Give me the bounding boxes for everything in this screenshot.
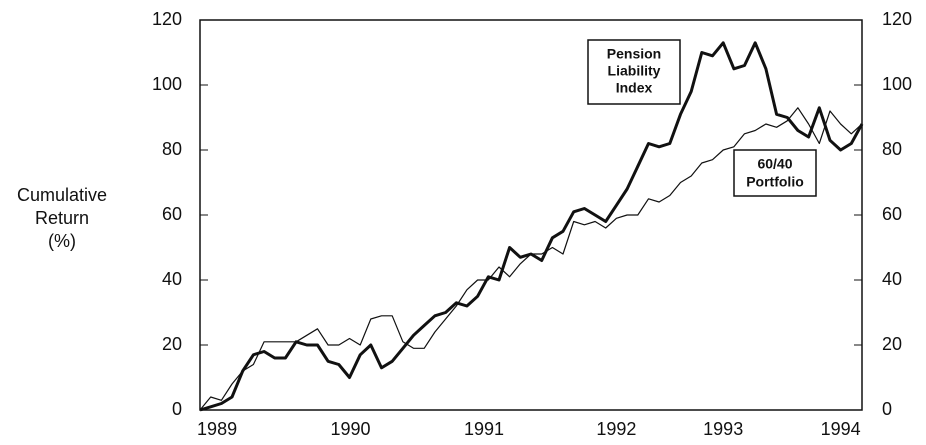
y2-tick-label: 40 [882,269,902,289]
y-axis-label: (%) [48,231,76,251]
x-tick-label: 1992 [596,419,636,439]
y2-tick-label: 0 [882,399,892,419]
y-tick-label: 60 [162,204,182,224]
y-tick-label: 20 [162,334,182,354]
annotation: Pension [607,46,661,62]
y2-tick-label: 80 [882,139,902,159]
y-tick-label: 120 [152,9,182,29]
x-tick-label: 1993 [703,419,743,439]
y-tick-label: 80 [162,139,182,159]
series-line [199,41,864,412]
x-tick-label: 1989 [197,419,237,439]
x-tick-label: 1990 [331,419,371,439]
y-tick-label: 100 [152,74,182,94]
y-axis-label: Return [35,208,89,228]
plot-frame [199,19,863,411]
x-tick-label: 1991 [464,419,504,439]
y-tick-label: 40 [162,269,182,289]
annotation: Index [616,80,653,96]
annotation: Liability [608,63,661,79]
annotation: Portfolio [746,174,804,190]
y2-tick-label: 60 [882,204,902,224]
annotation-box [733,149,817,197]
annotation: 60/40 [757,156,792,172]
y2-tick-label: 120 [882,9,912,29]
y-tick-label: 0 [172,399,182,419]
annotation-box [587,39,681,105]
x-tick-label: 1994 [821,419,861,439]
y2-tick-label: 100 [882,74,912,94]
y-axis-label: Cumulative [17,185,107,205]
series-line [199,107,863,411]
y2-tick-label: 20 [882,334,902,354]
